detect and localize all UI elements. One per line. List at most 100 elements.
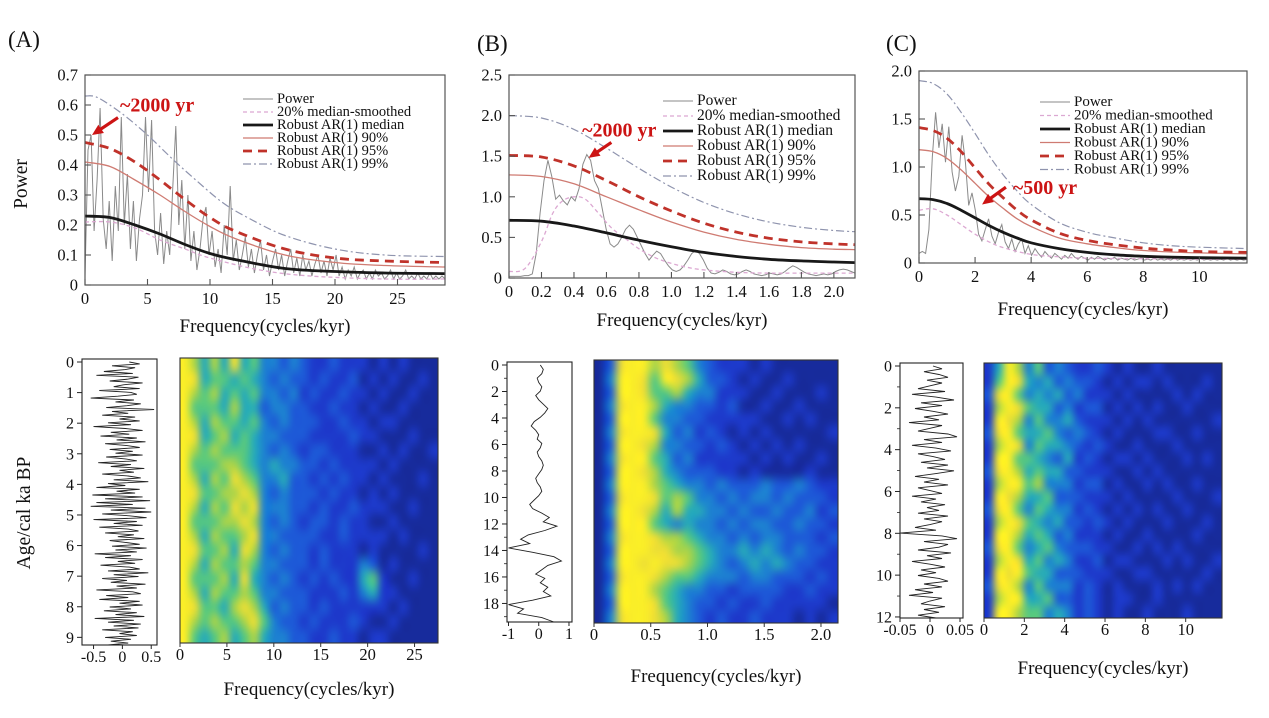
svg-text:0: 0 xyxy=(535,626,543,643)
svg-text:0: 0 xyxy=(66,355,74,372)
strip-B-line xyxy=(508,364,563,623)
svg-text:Power: Power xyxy=(1074,94,1112,110)
svg-text:6: 6 xyxy=(1101,620,1109,639)
svg-text:1.5: 1.5 xyxy=(481,147,502,166)
spectrum-C-ar1_median-line xyxy=(919,197,1247,260)
panel-b-heatmap-canvas xyxy=(594,360,838,623)
heatmap-B-axes: 0 0.5 1.0 1.5 2.0 Frequency(cycles/kyr) xyxy=(590,359,839,687)
heatmap-A-frame xyxy=(179,357,439,644)
svg-text:5: 5 xyxy=(66,507,74,524)
spectrum-C-ar1_99-line xyxy=(919,80,1247,250)
svg-text:1.0: 1.0 xyxy=(697,625,718,644)
svg-text:20: 20 xyxy=(359,645,376,664)
svg-text:Robust AR(1) 99%: Robust AR(1) 99% xyxy=(1074,162,1189,178)
spectrum-A-ar1_median-line xyxy=(85,214,445,275)
svg-text:~2000 yr: ~2000 yr xyxy=(120,95,194,117)
svg-text:1.0: 1.0 xyxy=(481,187,502,206)
svg-text:Robust AR(1) median: Robust AR(1) median xyxy=(277,117,405,133)
svg-text:4: 4 xyxy=(66,477,74,494)
svg-text:2.0: 2.0 xyxy=(811,625,832,644)
spectrum-C-annotation: ~500 yr xyxy=(982,177,1077,205)
svg-text:0: 0 xyxy=(81,289,89,308)
svg-text:5: 5 xyxy=(143,289,151,308)
svg-text:8: 8 xyxy=(491,463,499,480)
svg-text:25: 25 xyxy=(389,289,406,308)
panel-c-label: (C) xyxy=(886,31,917,56)
svg-text:Robust AR(1) 99%: Robust AR(1) 99% xyxy=(277,156,388,172)
spectrum-A-annotation: ~2000 yr xyxy=(92,95,194,135)
svg-text:Robust AR(1) 90%: Robust AR(1) 90% xyxy=(1074,135,1189,151)
svg-text:-1: -1 xyxy=(502,626,515,643)
svg-text:0.5: 0.5 xyxy=(640,625,661,644)
svg-text:12: 12 xyxy=(876,609,892,626)
svg-text:7: 7 xyxy=(66,569,74,586)
spectrum-A-ar1_99-line xyxy=(85,95,445,258)
svg-text:10: 10 xyxy=(202,289,219,308)
panel-c-heatmap-canvas xyxy=(984,363,1222,618)
svg-text:3: 3 xyxy=(66,446,74,463)
svg-text:Power: Power xyxy=(697,92,737,109)
svg-text:2: 2 xyxy=(66,416,74,433)
svg-text:6: 6 xyxy=(1083,267,1091,286)
svg-text:2.5: 2.5 xyxy=(481,66,502,85)
svg-text:0.3: 0.3 xyxy=(57,186,78,205)
svg-text:2.0: 2.0 xyxy=(891,62,912,81)
spectrum-C-series xyxy=(919,80,1247,261)
heatmap-A-axes: 0 5 10 15 20 25 Frequency(cycles/kyr) xyxy=(176,357,439,700)
spectrum-B-ar1_median-line xyxy=(509,218,855,264)
spectrum-C-power-line xyxy=(919,112,1247,261)
svg-text:-0.5: -0.5 xyxy=(81,649,106,666)
strip-A-frame xyxy=(81,358,158,646)
svg-text:4: 4 xyxy=(491,410,499,427)
svg-text:9: 9 xyxy=(66,630,74,647)
svg-text:8: 8 xyxy=(1141,620,1149,639)
svg-text:8: 8 xyxy=(1139,267,1147,286)
svg-text:10: 10 xyxy=(483,490,499,507)
spectrum-C: 0 2 4 6 8 10 0 0.5 1.0 1.5 2.0 Frequency(cycles/kyr… xyxy=(891,62,1248,320)
heatmap-B-xlabel: Frequency(cycles/kyr) xyxy=(631,666,802,687)
heatmap-C-axes: 0 2 4 6 8 10 Frequency(cycles/kyr) xyxy=(980,362,1223,679)
svg-text:1.0: 1.0 xyxy=(891,158,912,177)
svg-text:12: 12 xyxy=(483,516,499,533)
svg-text:~500 yr: ~500 yr xyxy=(1013,177,1077,199)
svg-text:20% median-smoothed: 20% median-smoothed xyxy=(1074,108,1213,124)
svg-text:Robust AR(1) 95%: Robust AR(1) 95% xyxy=(277,143,388,159)
svg-text:0.5: 0.5 xyxy=(891,206,912,225)
panel-a-heatmap-canvas xyxy=(180,358,438,643)
svg-text:2.0: 2.0 xyxy=(824,282,845,301)
svg-text:16: 16 xyxy=(483,569,499,586)
panel-b-label: (B) xyxy=(477,31,508,56)
svg-text:0: 0 xyxy=(590,625,598,644)
svg-text:1.8: 1.8 xyxy=(791,282,812,301)
svg-text:1.2: 1.2 xyxy=(694,282,715,301)
svg-text:4: 4 xyxy=(884,442,892,459)
svg-text:Robust AR(1) 95%: Robust AR(1) 95% xyxy=(1074,148,1189,164)
svg-text:14: 14 xyxy=(483,543,499,560)
spectrum-A-series xyxy=(85,95,445,281)
svg-text:0: 0 xyxy=(505,282,513,301)
spectrum-B-frame xyxy=(508,74,856,279)
heatmap-C-xlabel: Frequency(cycles/kyr) xyxy=(1018,658,1189,679)
svg-text:6: 6 xyxy=(491,437,499,454)
heatmap-A-xlabel: Frequency(cycles/kyr) xyxy=(224,679,395,700)
svg-text:0: 0 xyxy=(494,269,502,288)
svg-text:1: 1 xyxy=(66,385,74,402)
svg-text:1.6: 1.6 xyxy=(759,282,780,301)
svg-text:1.0: 1.0 xyxy=(661,282,682,301)
svg-text:0.5: 0.5 xyxy=(57,126,78,145)
svg-text:8: 8 xyxy=(884,526,892,543)
svg-text:2: 2 xyxy=(884,400,892,417)
svg-text:5: 5 xyxy=(223,645,231,664)
svg-text:6: 6 xyxy=(884,484,892,501)
strip-A-ylabel: Age/cal ka BP xyxy=(14,457,35,570)
svg-text:0: 0 xyxy=(926,622,934,639)
strip-A-line xyxy=(90,361,155,646)
svg-text:25: 25 xyxy=(406,645,423,664)
svg-text:4: 4 xyxy=(1061,620,1069,639)
svg-text:0.4: 0.4 xyxy=(564,282,585,301)
spectrum-C-median_smoothed-line xyxy=(919,207,1247,260)
svg-text:2: 2 xyxy=(971,267,979,286)
heatmap-C-frame xyxy=(983,362,1223,619)
